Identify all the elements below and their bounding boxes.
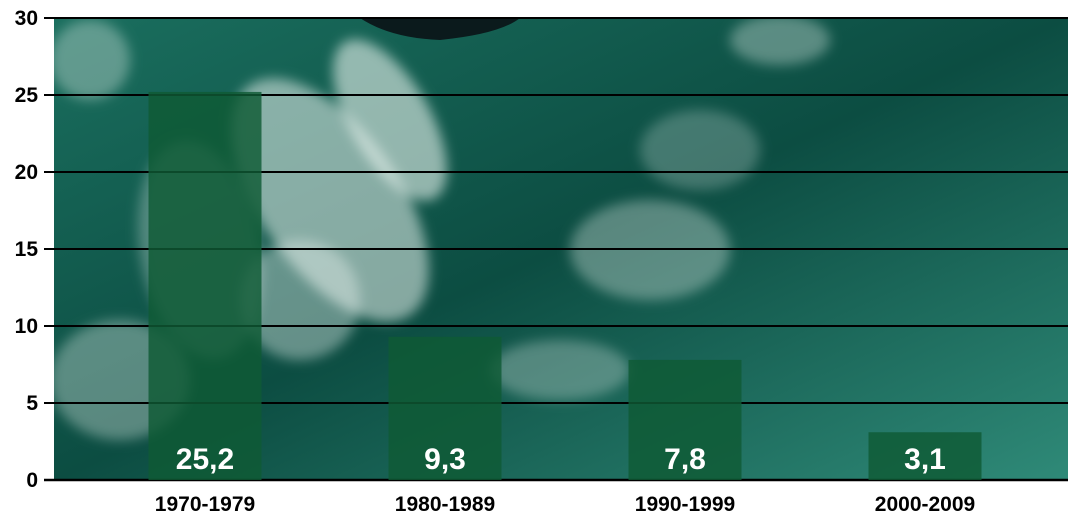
data-labels: 25,2 9,3 7,8 3,1 xyxy=(176,443,946,476)
y-tick-label: 5 xyxy=(26,392,38,415)
x-tick-label: 2000-2009 xyxy=(875,493,975,516)
y-tick-label: 25 xyxy=(15,84,39,107)
x-tick-label: 1980-1989 xyxy=(395,493,495,516)
y-tick-label: 20 xyxy=(15,161,38,184)
y-tick-label: 0 xyxy=(26,469,38,492)
x-axis-ticks: 1970-1979 1980-1989 1990-1999 2000-2009 xyxy=(155,493,975,516)
foam-patch xyxy=(490,340,630,400)
data-label: 9,3 xyxy=(424,443,466,476)
bar xyxy=(868,432,982,480)
bars xyxy=(148,91,982,481)
foam-patch xyxy=(333,39,447,201)
data-label: 25,2 xyxy=(176,443,234,476)
boat-hull xyxy=(360,18,520,40)
x-tick-label: 1990-1999 xyxy=(635,493,735,516)
bar xyxy=(388,336,502,480)
y-tick-label: 30 xyxy=(15,7,38,30)
y-axis-ticks: 0 5 10 15 20 25 30 xyxy=(15,7,39,492)
foam-patch xyxy=(231,78,429,322)
bar xyxy=(148,91,262,481)
bar xyxy=(628,359,742,480)
foam-patch xyxy=(240,240,360,360)
data-label: 3,1 xyxy=(904,443,946,476)
x-tick-label: 1970-1979 xyxy=(155,493,255,516)
foam-patch xyxy=(730,18,830,65)
foam-patch xyxy=(54,20,130,100)
y-tick-label: 15 xyxy=(15,238,39,261)
y-tick-label: 10 xyxy=(15,315,38,338)
foam-patch xyxy=(640,110,760,190)
data-label: 7,8 xyxy=(664,443,706,476)
